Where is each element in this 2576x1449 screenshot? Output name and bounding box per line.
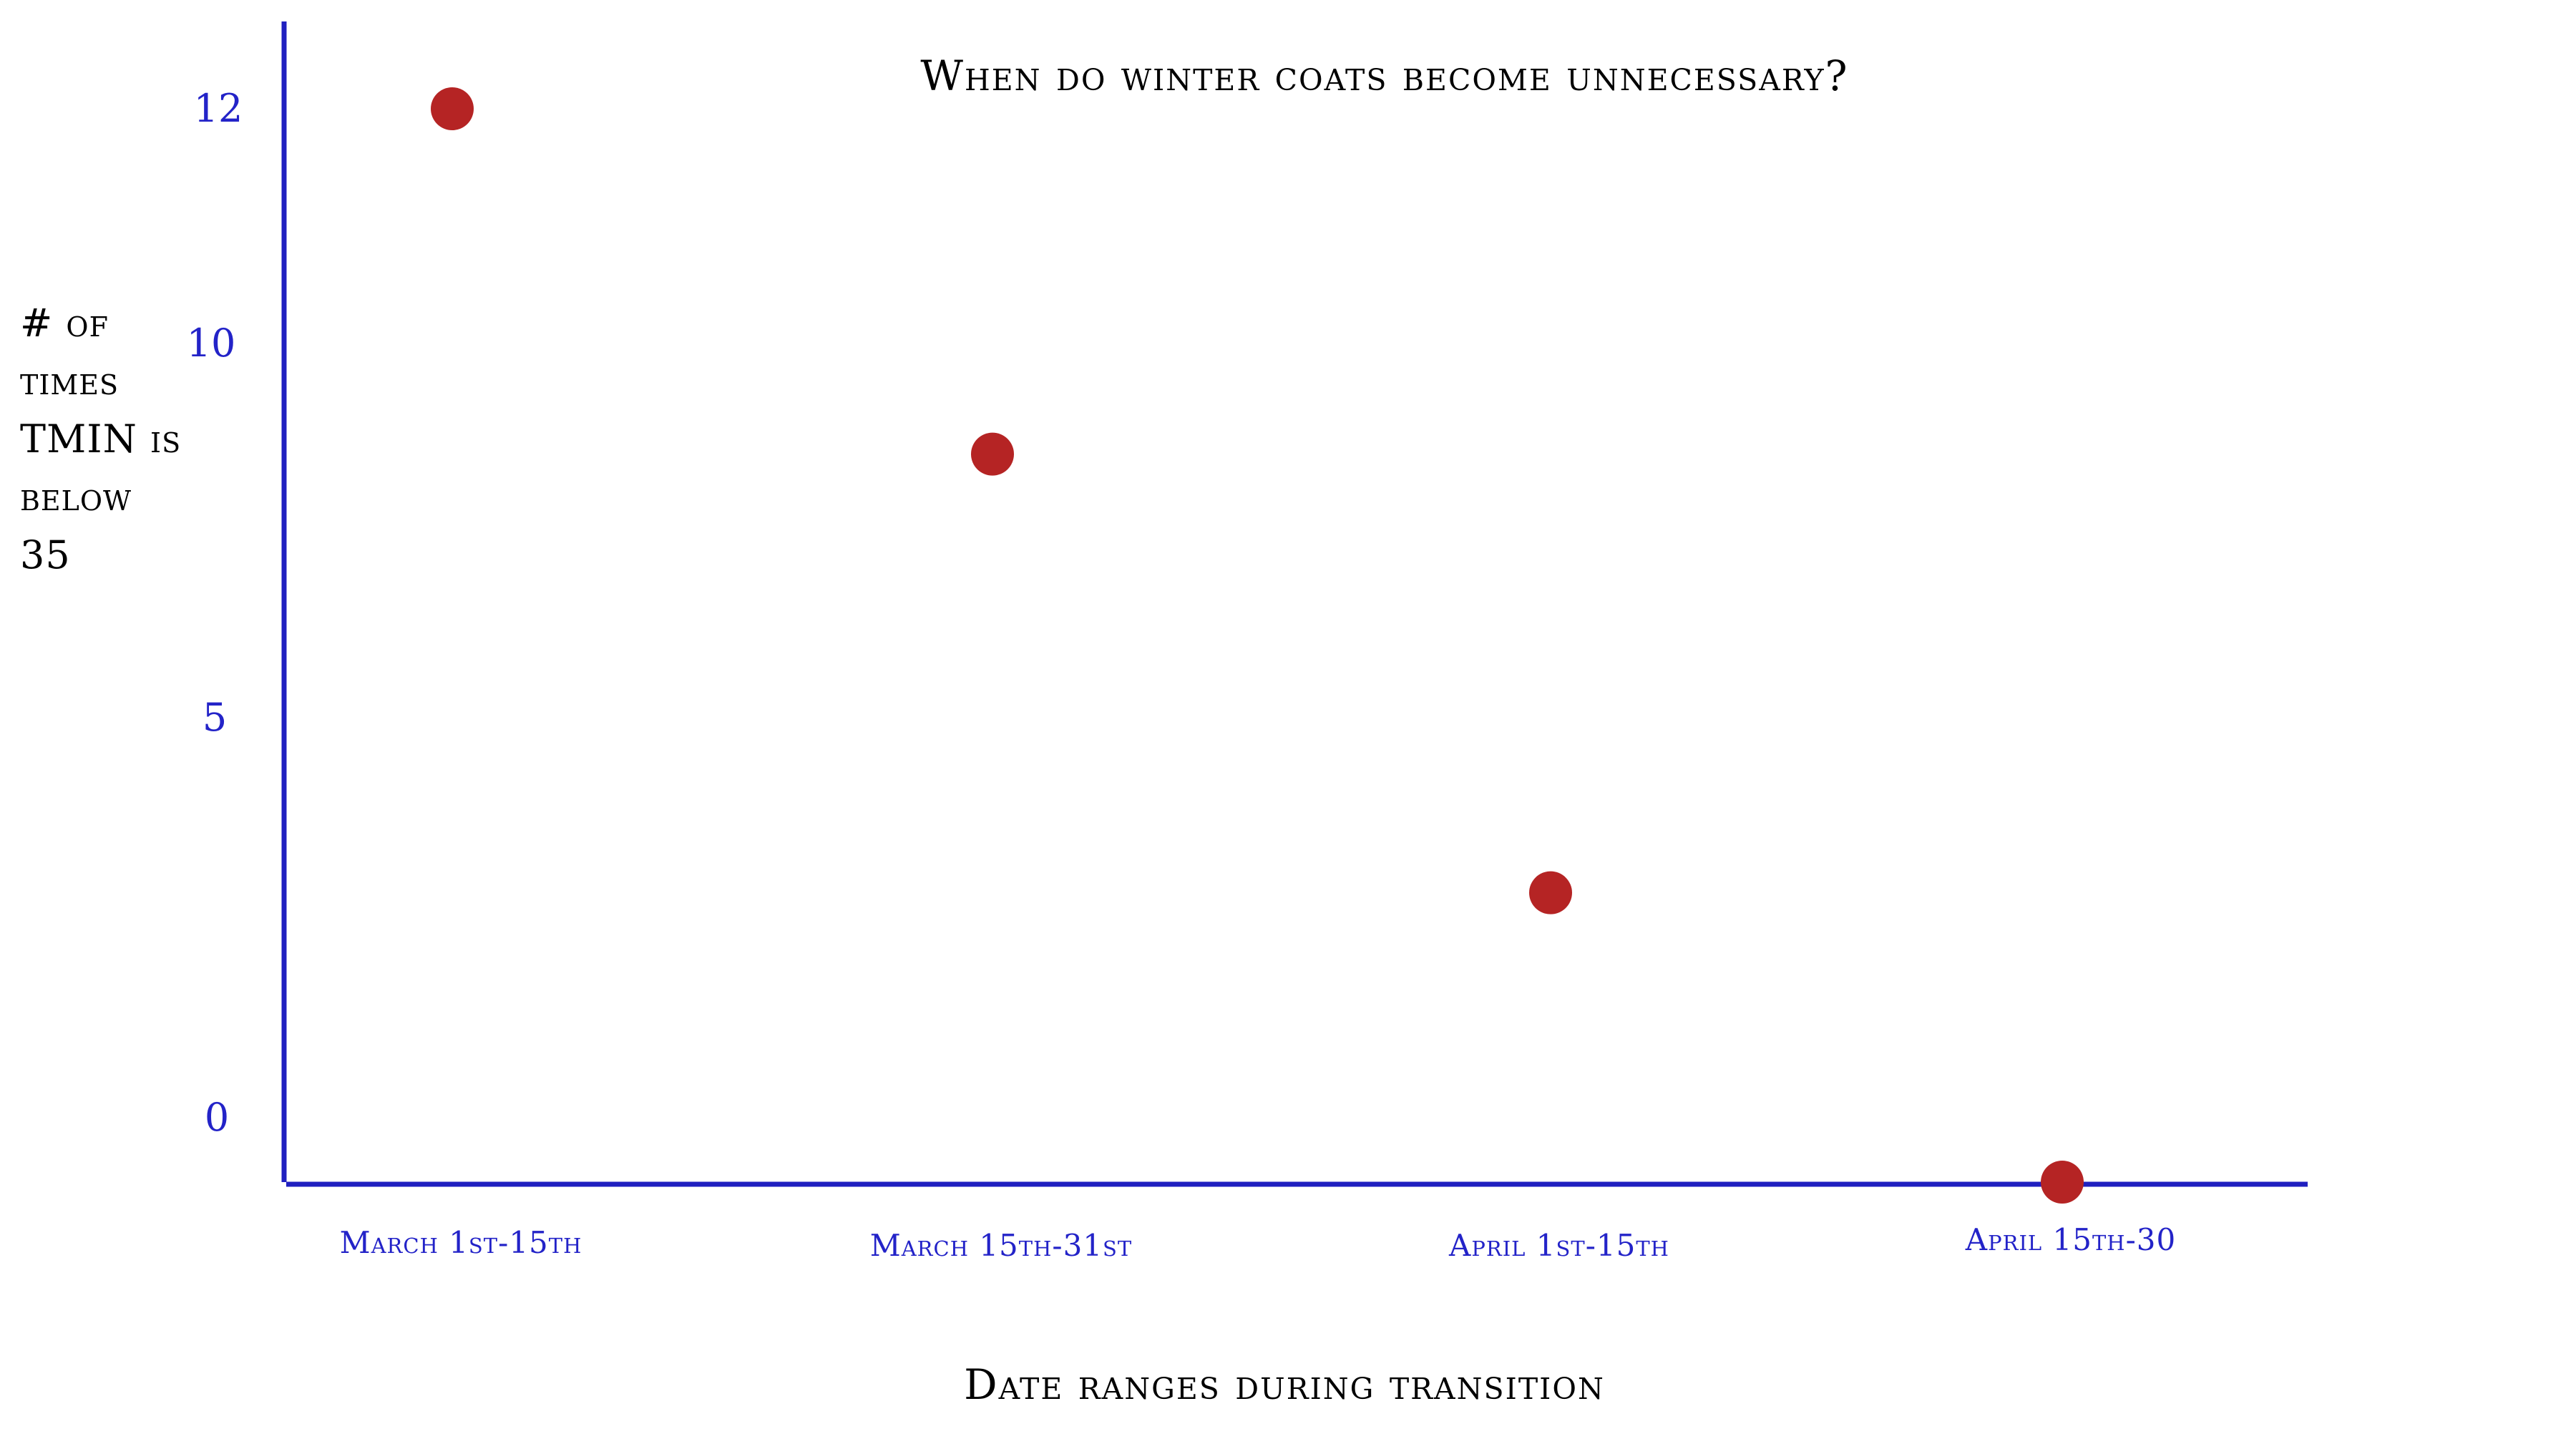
data-point <box>431 87 474 130</box>
y-tick-label: 12 <box>194 86 243 131</box>
data-points <box>431 87 2084 1204</box>
data-point <box>2041 1161 2084 1204</box>
x-tick-label: March 15th-31st <box>870 1228 1133 1263</box>
x-tick-labels: March 1st-15th March 15th-31st April 1st-1… <box>340 1222 2176 1263</box>
y-axis-label-line: times <box>20 358 119 404</box>
y-axis-label-line: TMIN is <box>20 416 181 462</box>
x-tick-label: April 1st-15th <box>1448 1228 1669 1263</box>
y-axis-label-line: 35 <box>20 532 71 577</box>
y-tick-label: 10 <box>187 321 236 366</box>
data-point <box>971 432 1014 476</box>
y-axis-label: # of times TMIN is below 35 <box>20 301 181 577</box>
x-axis-label: Date ranges during transition <box>964 1360 1605 1409</box>
x-tick-label: March 1st-15th <box>340 1225 582 1260</box>
y-tick-labels: 12 10 5 0 <box>187 86 243 1140</box>
x-tick-label: April 15th-30 <box>1965 1222 2176 1257</box>
y-axis-label-line: below <box>20 474 132 519</box>
y-tick-label: 0 <box>205 1095 229 1140</box>
y-tick-label: 5 <box>203 695 227 740</box>
data-point <box>1529 871 1572 914</box>
y-axis-label-line: # of <box>20 301 109 346</box>
chart-title: When do winter coats become unnecessary? <box>920 52 1848 100</box>
